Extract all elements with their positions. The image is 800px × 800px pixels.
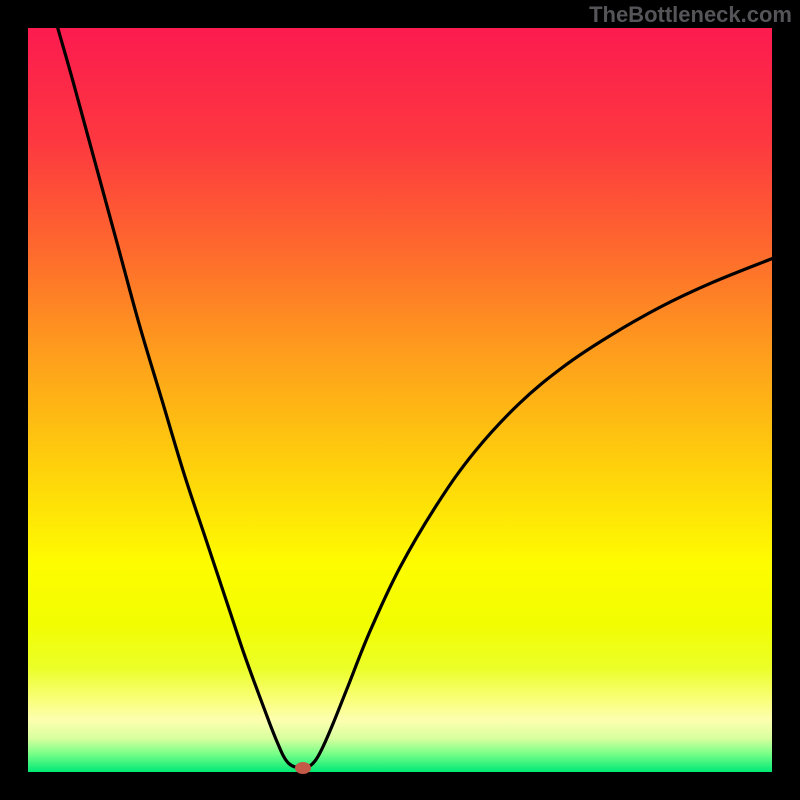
optimum-marker xyxy=(295,762,311,774)
watermark-text: TheBottleneck.com xyxy=(589,2,792,28)
chart-container: TheBottleneck.com xyxy=(0,0,800,800)
plot-area xyxy=(28,28,772,772)
